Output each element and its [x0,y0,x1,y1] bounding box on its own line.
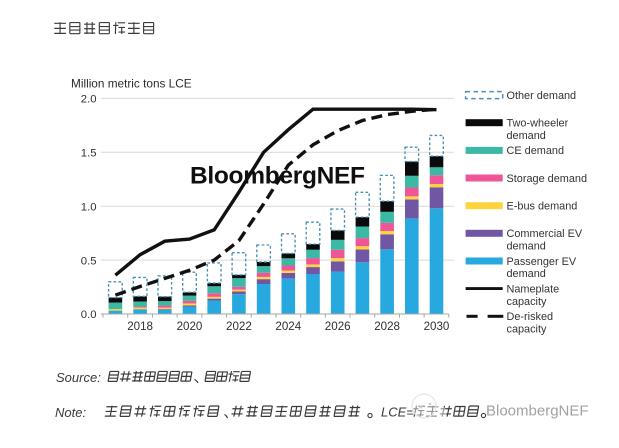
svg-text:Storage demand: Storage demand [507,173,588,185]
svg-text:LCE=: LCE= [381,405,414,420]
svg-text:1.5: 1.5 [81,148,97,160]
svg-text:2030: 2030 [424,320,450,333]
svg-text:Passenger EV: Passenger EV [507,256,577,268]
svg-text:BloombergNEF: BloombergNEF [190,163,365,190]
svg-text:0.0: 0.0 [81,309,97,321]
svg-text:demand: demand [507,130,546,142]
svg-text:demand: demand [507,241,546,253]
svg-text:capacity: capacity [507,324,548,336]
svg-text:2.0: 2.0 [81,94,97,106]
svg-text:BloombergNEF: BloombergNEF [486,403,589,420]
svg-text:CE demand: CE demand [507,145,565,157]
svg-text:capacity: capacity [507,296,548,308]
svg-text:De-risked: De-risked [507,311,554,323]
svg-text:2028: 2028 [374,320,400,333]
svg-text:E-bus demand: E-bus demand [507,201,578,213]
svg-text:Two-wheeler: Two-wheeler [507,118,569,130]
svg-text:2022: 2022 [226,320,252,333]
svg-text:Other demand: Other demand [507,90,577,102]
svg-text:Note:: Note: [55,405,86,420]
svg-text:1.0: 1.0 [81,201,97,213]
svg-text:Nameplate: Nameplate [507,283,560,295]
svg-text:Commercial EV: Commercial EV [507,228,583,240]
svg-text:Source:: Source: [56,370,101,385]
svg-text:demand: demand [507,268,546,280]
svg-text:2026: 2026 [325,320,351,333]
svg-text:Million metric tons LCE: Million metric tons LCE [71,76,192,90]
svg-text:2024: 2024 [275,320,301,333]
svg-text:2018: 2018 [127,320,153,333]
svg-text:0.5: 0.5 [81,255,97,267]
svg-text:2020: 2020 [177,320,203,333]
